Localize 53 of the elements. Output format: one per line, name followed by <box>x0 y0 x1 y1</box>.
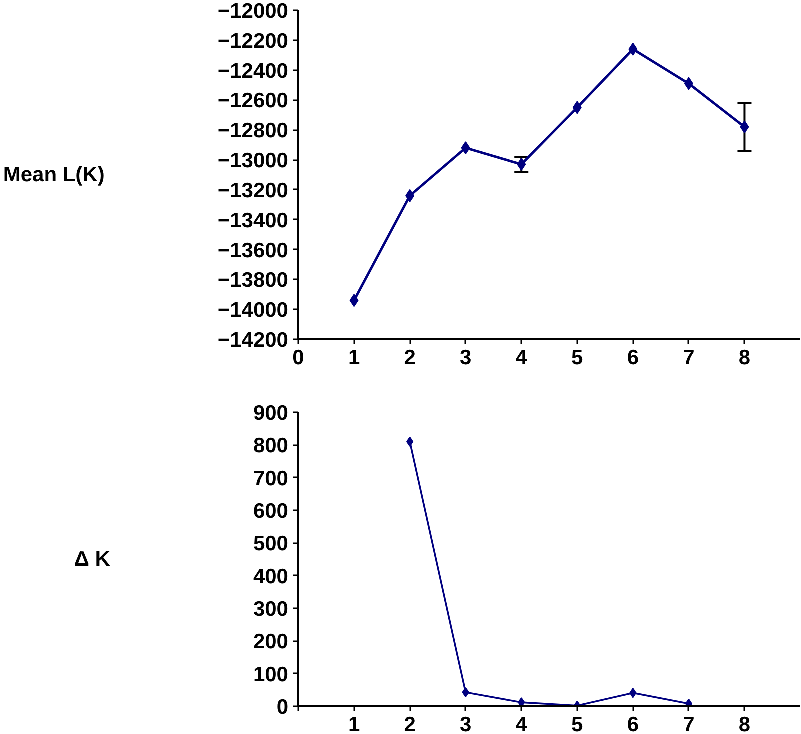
y-tick-label: 500 <box>253 532 289 556</box>
y-tick-label: 0 <box>276 696 289 719</box>
x-tick-label: 1 <box>348 714 360 734</box>
x-tick-label: 5 <box>572 714 584 734</box>
x-tick-label: 2 <box>404 346 416 370</box>
x-tick-label: 5 <box>572 346 584 370</box>
x-tick-label: 1 <box>348 346 360 370</box>
point <box>461 142 470 155</box>
point <box>684 77 694 90</box>
y-axis-title: Mean L(K) <box>3 164 105 186</box>
y-tick-label: −13800 <box>218 269 289 292</box>
y-tick-label: −13000 <box>218 150 289 173</box>
x-tick-label: 0 <box>292 346 304 370</box>
y-tick-label: −13200 <box>218 179 289 202</box>
y-tick-label: 400 <box>253 565 289 588</box>
x-tick-label: 7 <box>683 346 695 370</box>
y-tick-label: −13600 <box>218 239 289 262</box>
y-tick-label: −14000 <box>218 299 289 322</box>
y-tick-label: 200 <box>253 630 289 654</box>
point <box>685 698 693 706</box>
y-tick-label: −12400 <box>218 60 289 83</box>
point <box>517 158 526 172</box>
y-tick-label: 900 <box>253 402 289 425</box>
point <box>740 120 750 134</box>
x-tick-label: 4 <box>516 346 528 370</box>
x-tick-label: 3 <box>460 346 472 370</box>
y-tick-label: 300 <box>253 598 289 621</box>
x-tick-label: 3 <box>460 714 472 734</box>
x-tick-label: 6 <box>627 346 640 370</box>
point <box>406 189 415 202</box>
y-tick-label: −12800 <box>218 120 289 143</box>
x-tick-label: 8 <box>738 714 751 734</box>
x-tick-label: 7 <box>683 714 695 734</box>
x-tick-label: 2 <box>404 714 416 734</box>
y-tick-label: −12200 <box>218 30 289 53</box>
y-tick-label: −14200 <box>218 329 289 352</box>
x-tick-label: 4 <box>516 714 528 734</box>
point <box>572 101 582 114</box>
x-tick-label: 6 <box>627 714 640 734</box>
y-tick-label: 700 <box>253 467 289 490</box>
point <box>406 436 414 447</box>
x-tick-label: 8 <box>738 346 751 370</box>
point <box>350 294 359 308</box>
point <box>518 697 526 706</box>
y-tick-label: 600 <box>253 500 289 523</box>
point <box>630 688 637 698</box>
point <box>628 42 638 56</box>
y-axis-title: Δ K <box>74 548 110 571</box>
y-tick-label: 100 <box>253 663 289 686</box>
y-tick-label: −13400 <box>218 209 289 232</box>
y-tick-label: −12600 <box>218 90 289 113</box>
y-tick-label: 800 <box>253 434 289 458</box>
y-tick-label: −12000 <box>218 0 289 23</box>
